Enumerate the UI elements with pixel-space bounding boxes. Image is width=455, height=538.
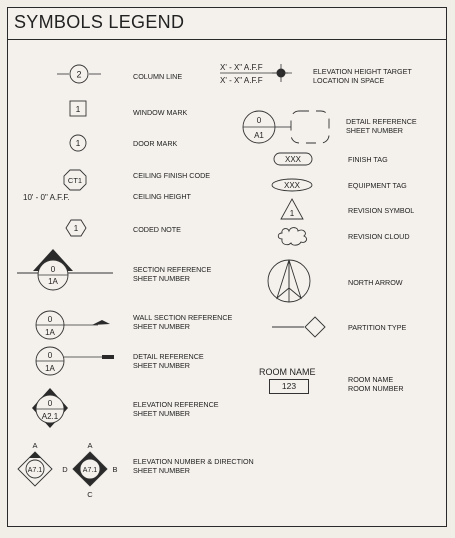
elevation-height-target-symbol: X' - X" A.F.F X' - X" A.F.F — [220, 63, 292, 85]
elevation-number-multi-symbol: A D B C A7.1 — [62, 441, 117, 499]
revision-symbol-label: REVISION SYMBOL — [348, 206, 415, 215]
detail-ref-left-bottom: 1A — [45, 364, 55, 373]
wall-section-ref-top: 0 — [48, 315, 53, 324]
elevation-height-target-label-1: ELEVATION HEIGHT TARGET — [313, 67, 412, 76]
equipment-tag-label: EQUIPMENT TAG — [348, 181, 407, 190]
detail-reference-right-label-1: DETAIL REFERENCE — [346, 117, 417, 126]
coded-note-symbol: 1 — [65, 219, 87, 237]
revision-symbol-number: 1 — [290, 209, 295, 218]
column-line-label: COLUMN LINE — [133, 72, 183, 81]
legend-sheet: SYMBOLS LEGEND — [7, 7, 447, 527]
wall-section-reference-label: WALL SECTION REFERENCE SHEET NUMBER — [133, 313, 232, 331]
elevation-number-single-symbol: A A7.1 — [17, 441, 53, 487]
section-reference-symbol: 0 1A — [17, 249, 113, 291]
wall-section-reference-symbol: 0 1A — [35, 310, 110, 340]
wall-section-ref-bottom: 1A — [45, 328, 55, 337]
detail-ref-right-top: 0 — [257, 116, 262, 125]
elevation-height-line-2: X' - X" A.F.F — [220, 76, 263, 85]
door-mark-label: DOOR MARK — [133, 139, 178, 148]
revision-cloud-icon — [277, 227, 308, 246]
elev-single-center: A7.1 — [28, 467, 43, 474]
elevation-number-direction-label-1: ELEVATION NUMBER & DIRECTION — [133, 457, 254, 466]
elev-multi-left: D — [62, 465, 68, 474]
ceiling-finish-code-text: CT1 — [68, 176, 82, 185]
wall-section-reference-label-1: WALL SECTION REFERENCE — [133, 313, 233, 322]
elevation-reference-label: ELEVATION REFERENCE SHEET NUMBER — [133, 400, 219, 418]
page-title: SYMBOLS LEGEND — [14, 12, 185, 32]
ceiling-height-value: 10' - 0" A.F.F. — [23, 193, 70, 202]
detail-reference-left-label: DETAIL REFERENCE SHEET NUMBER — [133, 352, 204, 370]
north-arrow-icon — [267, 259, 311, 303]
equipment-tag-symbol: XXX — [271, 178, 313, 192]
section-ref-top: 0 — [51, 265, 56, 274]
window-mark-symbol: 1 — [69, 100, 87, 117]
finish-tag-text: XXX — [285, 155, 302, 164]
window-mark-number: 1 — [76, 104, 81, 114]
elevation-reference-label-1: ELEVATION REFERENCE — [133, 400, 219, 409]
detail-ref-right-bottom: A1 — [254, 131, 264, 140]
section-reference-label-1: SECTION REFERENCE — [133, 265, 212, 274]
room-label-1: ROOM NAME — [348, 375, 394, 384]
elevation-height-target-label: ELEVATION HEIGHT TARGET LOCATION IN SPAC… — [313, 67, 412, 85]
detail-ref-left-top: 0 — [48, 351, 53, 360]
door-mark-symbol: 1 — [69, 134, 87, 152]
column-line-symbol: 2 — [57, 64, 101, 84]
equipment-tag-text: XXX — [284, 181, 301, 190]
room-label-2: ROOM NUMBER — [348, 384, 404, 393]
elevation-ref-top: 0 — [48, 399, 53, 408]
finish-tag-label: FINISH TAG — [348, 155, 388, 164]
elevation-height-target-label-2: LOCATION IN SPACE — [313, 76, 385, 85]
elevation-reference-label-2: SHEET NUMBER — [133, 409, 190, 418]
revision-cloud-label: REVISION CLOUD — [348, 232, 410, 241]
detail-reference-left-label-1: DETAIL REFERENCE — [133, 352, 204, 361]
elev-multi-bottom: C — [87, 490, 93, 499]
detail-reference-right-label: DETAIL REFERENCE SHEET NUMBER — [346, 117, 417, 135]
ceiling-height-label: CEILING HEIGHT — [133, 192, 191, 201]
elev-single-top: A — [32, 441, 37, 450]
elevation-number-direction-label-2: SHEET NUMBER — [133, 466, 190, 475]
partition-type-label: PARTITION TYPE — [348, 323, 407, 332]
ceiling-finish-code-label: CEILING FINISH CODE — [133, 171, 211, 180]
elevation-number-direction-label: ELEVATION NUMBER & DIRECTION SHEET NUMBE… — [133, 457, 254, 475]
detail-reference-right-symbol: 0 A1 — [242, 110, 330, 144]
revision-symbol: 1 — [280, 198, 304, 220]
north-arrow-label: NORTH ARROW — [348, 278, 403, 287]
elev-multi-top: A — [87, 441, 92, 450]
room-number-box: 123 — [269, 379, 309, 394]
column-line-number: 2 — [76, 70, 81, 80]
room-name-text: ROOM NAME — [259, 367, 316, 377]
elev-multi-center: A7.1 — [83, 467, 98, 474]
door-mark-number: 1 — [76, 138, 81, 148]
elevation-height-line-1: X' - X" A.F.F — [220, 63, 263, 72]
partition-type-symbol — [272, 316, 326, 338]
section-ref-bottom: 1A — [48, 277, 58, 286]
wall-section-reference-label-2: SHEET NUMBER — [133, 322, 190, 331]
room-label: ROOM NAME ROOM NUMBER — [348, 375, 404, 393]
section-reference-label: SECTION REFERENCE SHEET NUMBER — [133, 265, 211, 283]
detail-reference-left-label-2: SHEET NUMBER — [133, 361, 190, 370]
ceiling-finish-code-symbol: CT1 — [63, 169, 87, 191]
elevation-ref-bottom: A2.1 — [42, 412, 59, 421]
finish-tag-symbol: XXX — [273, 152, 313, 166]
window-mark-label: WINDOW MARK — [133, 108, 188, 117]
elev-multi-right: B — [112, 465, 117, 474]
section-reference-label-2: SHEET NUMBER — [133, 274, 190, 283]
detail-reference-right-label-2: SHEET NUMBER — [346, 126, 403, 135]
coded-note-number: 1 — [74, 224, 79, 233]
coded-note-label: CODED NOTE — [133, 225, 181, 234]
detail-reference-left-symbol: 0 1A — [35, 346, 114, 376]
elevation-reference-symbol: 0 A2.1 — [32, 388, 68, 428]
title-bar: SYMBOLS LEGEND — [8, 8, 446, 40]
